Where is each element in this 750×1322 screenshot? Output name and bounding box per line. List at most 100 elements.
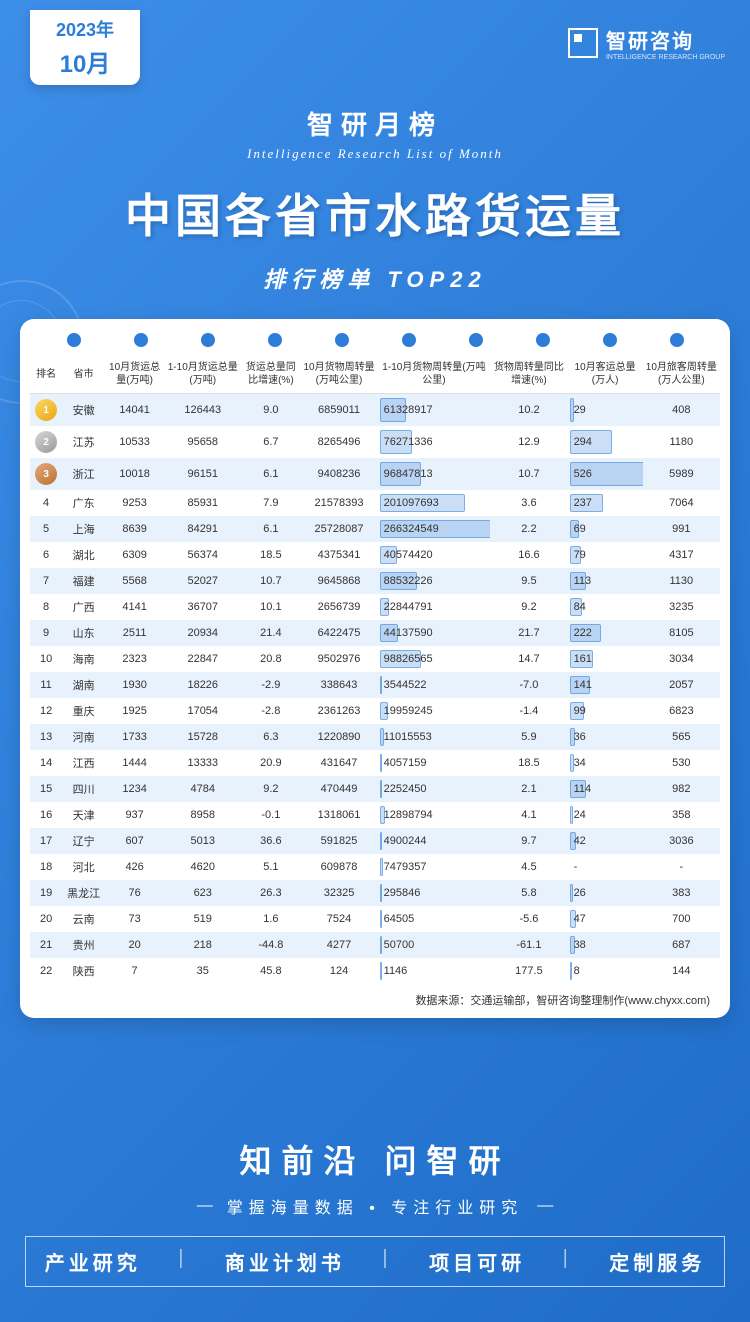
rank-medal-icon: 3 [35,463,57,485]
cell-rank: 16 [30,802,62,828]
cell-prov: 安徽 [62,394,105,427]
table-row: 6湖北63095637418.543753414057442016.679431… [30,542,720,568]
cell-c7-bar: 141 [568,672,643,698]
cell-c1: 10018 [105,458,164,490]
cell-c3: 36.6 [241,828,300,854]
cell-c8: 687 [643,932,720,958]
cell-c5-bar: 4900244 [378,828,491,854]
footer-service-item: 产业研究 [35,1247,151,1276]
cell-rank: 6 [30,542,62,568]
cell-c3: 26.3 [241,880,300,906]
cell-c6: 18.5 [490,750,567,776]
cell-c2: 4784 [164,776,241,802]
cell-c4: 591825 [300,828,377,854]
cell-c2: 17054 [164,698,241,724]
cell-c3: 6.7 [241,426,300,458]
cell-rank: 7 [30,568,62,594]
footer-title: 知前沿 问智研 [25,1136,725,1182]
cell-c4: 1318061 [300,802,377,828]
cell-c7-bar: 36 [568,724,643,750]
cell-c6: -1.4 [490,698,567,724]
cell-rank: 13 [30,724,62,750]
cell-c1: 14041 [105,394,164,427]
cell-c1: 20 [105,932,164,958]
ranking-table-container: 排名省市10月货运总量(万吨)1-10月货运总量(万吨)货运总量同比增速(%)1… [20,319,730,1018]
cell-c5-bar: 50700 [378,932,491,958]
cell-c6: 4.5 [490,854,567,880]
cell-c7-bar: 114 [568,776,643,802]
table-header: 排名省市10月货运总量(万吨)1-10月货运总量(万吨)货运总量同比增速(%)1… [30,355,720,394]
cell-c6: 2.1 [490,776,567,802]
cell-c7-bar: 79 [568,542,643,568]
table-row: 12重庆192517054-2.8236126319959245-1.49968… [30,698,720,724]
cell-c8: 565 [643,724,720,750]
cell-c2: 18226 [164,672,241,698]
cell-prov: 海南 [62,646,105,672]
cell-c1: 6309 [105,542,164,568]
cell-c8: 1180 [643,426,720,458]
cell-prov: 江苏 [62,426,105,458]
cell-c2: 85931 [164,490,241,516]
cell-c1: 7 [105,958,164,984]
cell-rank: 3 [30,458,62,490]
cell-prov: 浙江 [62,458,105,490]
cell-c6: 9.5 [490,568,567,594]
cell-c8: 3036 [643,828,720,854]
cell-c7-bar: 42 [568,828,643,854]
brand-name: 智研咨询 [606,25,725,54]
cell-c6: 4.1 [490,802,567,828]
cell-c7-bar: 84 [568,594,643,620]
cell-c1: 1444 [105,750,164,776]
cell-c5-bar: 88532226 [378,568,491,594]
cell-c1: 2323 [105,646,164,672]
cell-c3: 45.8 [241,958,300,984]
cell-c4: 9502976 [300,646,377,672]
cell-prov: 辽宁 [62,828,105,854]
cell-c8: 383 [643,880,720,906]
cell-c7-bar: 526 [568,458,643,490]
rank-medal-icon: 1 [35,399,57,421]
cell-rank: 9 [30,620,62,646]
cell-c4: 431647 [300,750,377,776]
cell-c3: 21.4 [241,620,300,646]
cell-c5-bar: 201097693 [378,490,491,516]
cell-prov: 天津 [62,802,105,828]
table-row: 20云南735191.6752464505-5.647700 [30,906,720,932]
cell-rank: 21 [30,932,62,958]
table-row: 10海南23232284720.895029769882656514.71613… [30,646,720,672]
cell-c7-bar: 26 [568,880,643,906]
cell-c4: 609878 [300,854,377,880]
cell-c4: 4375341 [300,542,377,568]
cell-c5-bar: 98826565 [378,646,491,672]
column-header: 货物周转量同比增速(%) [490,355,567,394]
cell-rank: 11 [30,672,62,698]
footer-service-item: 项目可研 [419,1247,535,1276]
cell-c2: 5013 [164,828,241,854]
table-row: 1安徽140411264439.068590116132891710.22940… [30,394,720,427]
cell-c5-bar: 96847813 [378,458,491,490]
cell-c4: 9645868 [300,568,377,594]
cell-c1: 426 [105,854,164,880]
cell-c4: 32325 [300,880,377,906]
cell-c8: 3034 [643,646,720,672]
cell-c4: 25728087 [300,516,377,542]
cell-c4: 470449 [300,776,377,802]
cell-c6: 14.7 [490,646,567,672]
brand-sub: INTELLIGENCE RESEARCH GROUP [606,54,725,61]
cell-c2: 13333 [164,750,241,776]
cell-c4: 7524 [300,906,377,932]
cell-c2: 35 [164,958,241,984]
cell-c7-bar: 69 [568,516,643,542]
cell-c8: 144 [643,958,720,984]
cell-c8: 991 [643,516,720,542]
cell-c3: -0.1 [241,802,300,828]
cell-c3: 5.1 [241,854,300,880]
cell-c2: 84291 [164,516,241,542]
cell-c8: 358 [643,802,720,828]
cell-c6: 5.8 [490,880,567,906]
cell-c8: 530 [643,750,720,776]
cell-prov: 湖北 [62,542,105,568]
cell-rank: 22 [30,958,62,984]
column-header: 排名 [30,355,62,394]
cell-c5-bar: 44137590 [378,620,491,646]
